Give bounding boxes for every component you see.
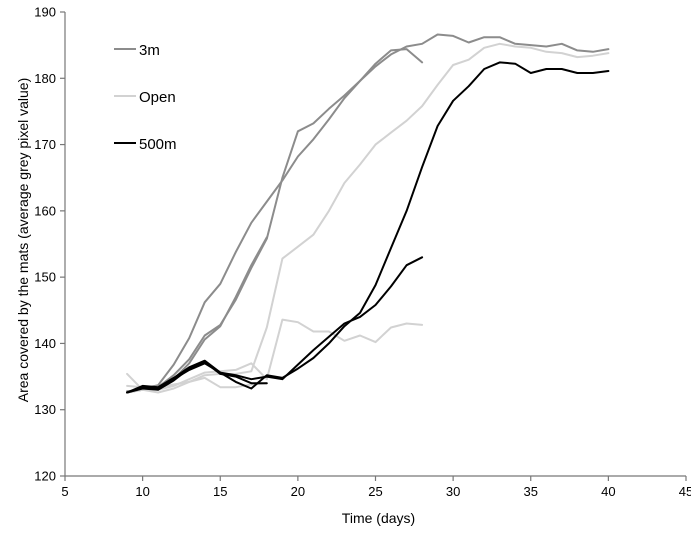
series-line-2 (126, 48, 424, 394)
y-tick-label: 130 (34, 402, 56, 417)
y-tick-label: 120 (34, 469, 56, 484)
x-tick-label: 30 (446, 484, 460, 499)
ticks: 120 130 140 150 160 170 180 190 5 10 15 20 25 30 35 40 4… (34, 5, 691, 500)
series-line-9 (126, 256, 424, 394)
y-tick-label: 160 (34, 203, 56, 218)
series-line-4 (126, 42, 610, 394)
x-tick-label: 40 (601, 484, 615, 499)
legend-label: 500m (139, 136, 177, 153)
series-line-7 (126, 61, 610, 394)
x-tick-label: 20 (291, 484, 305, 499)
x-tick-label: 35 (524, 484, 538, 499)
series-line-8 (126, 361, 268, 394)
x-tick-label: 45 (679, 484, 691, 499)
y-tick-label: 140 (34, 336, 56, 351)
series-line-3 (126, 236, 268, 393)
y-tick-label: 190 (34, 5, 56, 20)
legend: 3m Open 500m (114, 42, 177, 153)
legend-label: Open (139, 89, 176, 106)
x-tick-label: 15 (213, 484, 227, 499)
x-axis-title: Time (days) (342, 510, 415, 526)
series-lines (126, 33, 610, 394)
series-line-6 (126, 318, 424, 391)
y-axis-title: Area covered by the mats (average grey p… (15, 78, 31, 403)
y-tick-label: 150 (34, 270, 56, 285)
y-tick-label: 170 (34, 137, 56, 152)
x-tick-label: 10 (135, 484, 149, 499)
axes (64, 12, 686, 477)
x-tick-label: 25 (368, 484, 382, 499)
x-tick-label: 5 (61, 484, 68, 499)
legend-label: 3m (139, 42, 160, 59)
y-tick-label: 180 (34, 71, 56, 86)
